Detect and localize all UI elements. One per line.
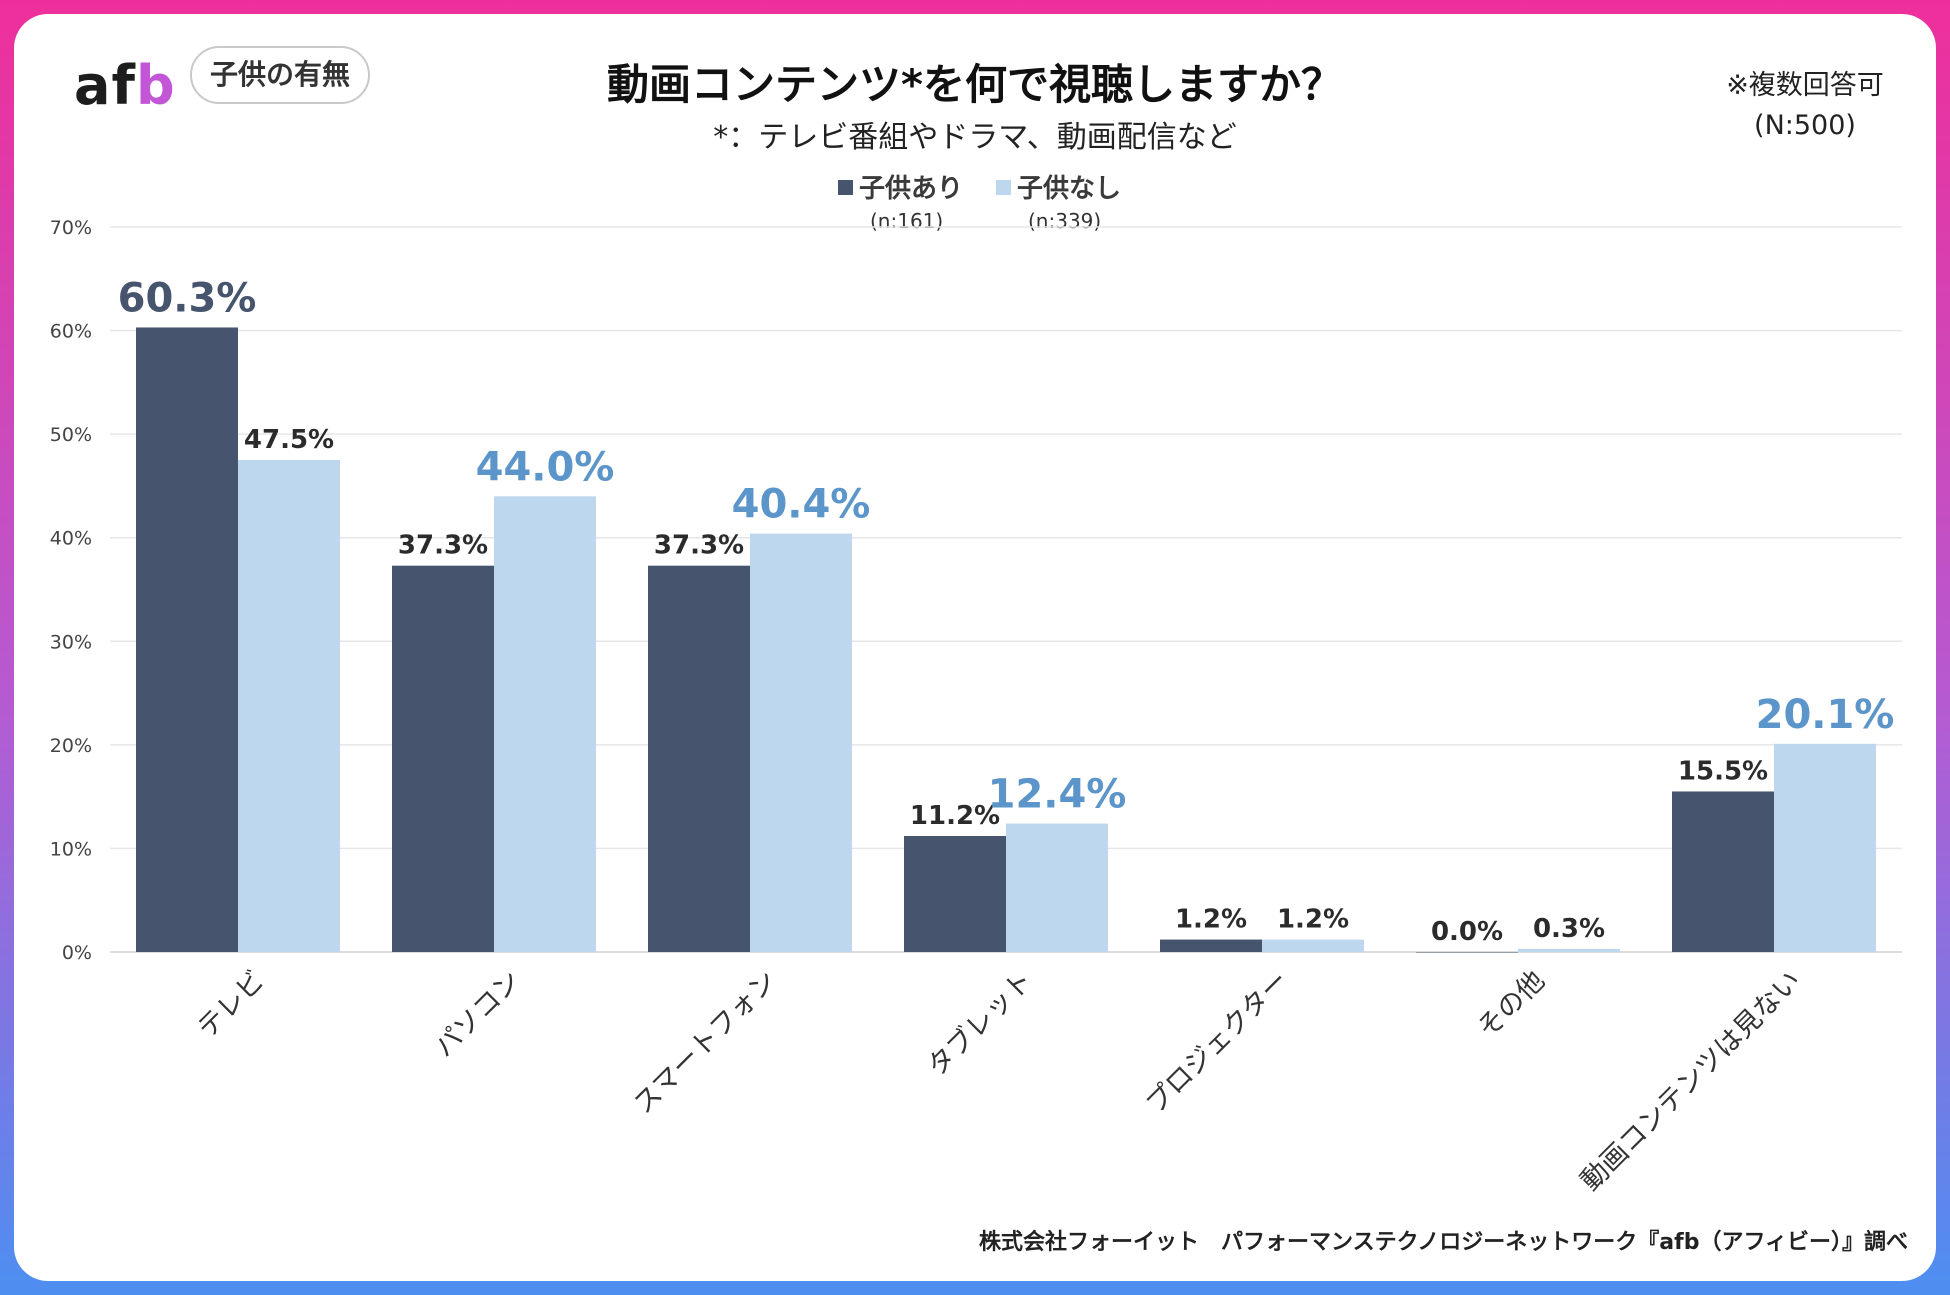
bar: [392, 565, 494, 952]
data-label: 15.5%: [1678, 756, 1768, 786]
x-tick-label: プロジェクター: [1140, 965, 1295, 1120]
multiple-answer-note: ※複数回答可: [1726, 70, 1884, 101]
legend-count: (n:339): [1028, 209, 1102, 233]
bar: [750, 533, 852, 952]
legend-swatch-light: [996, 180, 1011, 195]
bar: [1672, 791, 1774, 952]
legend-item-without-children: 子供なし (n:339): [996, 172, 1156, 236]
category-tag: 子供の有無: [190, 46, 370, 104]
y-tick-label: 50%: [50, 424, 92, 446]
bar: [136, 327, 238, 952]
bar: [494, 496, 596, 952]
bar: [1160, 939, 1262, 952]
data-label: 37.3%: [654, 531, 744, 561]
data-label: 1.2%: [1277, 905, 1349, 935]
x-tick-label: スマートフォン: [628, 965, 783, 1120]
afb-logo: afb: [74, 58, 186, 114]
data-label: 47.5%: [244, 425, 334, 455]
x-tick-label: パソコン: [429, 965, 527, 1063]
x-tick-label: 動画コンテンツは見ない: [1575, 965, 1807, 1197]
y-tick-label: 70%: [50, 217, 92, 239]
legend-swatch-dark: [838, 180, 853, 195]
data-label: 40.4%: [732, 482, 871, 528]
y-tick-label: 10%: [50, 838, 92, 860]
bar: [1006, 823, 1108, 952]
y-tick-label: 60%: [50, 321, 92, 343]
bar: [1262, 939, 1364, 952]
y-tick-label: 0%: [62, 942, 92, 964]
data-label: 44.0%: [476, 444, 615, 490]
bar: [648, 565, 750, 952]
sample-size-note: (N:500): [1754, 110, 1856, 141]
data-label: 0.3%: [1533, 914, 1605, 944]
data-label: 11.2%: [910, 801, 1000, 831]
legend-item-with-children: 子供あり (n:161): [838, 172, 998, 236]
sample-note: ※複数回答可 (N:500): [1700, 66, 1910, 146]
legend-count: (n:161): [870, 209, 944, 233]
y-tick-label: 30%: [50, 631, 92, 653]
source-credit: 株式会社フォーイット パフォーマンステクノロジーネットワーク『afb（アフィビー…: [979, 1230, 1908, 1255]
chart-title: 動画コンテンツ*を何で視聴しますか？: [607, 60, 1343, 109]
data-label: 37.3%: [398, 531, 488, 561]
data-label: 20.1%: [1756, 692, 1895, 738]
bar: [238, 460, 340, 952]
data-label: 12.4%: [988, 772, 1127, 818]
data-label: 1.2%: [1175, 905, 1247, 935]
chart-subtitle: *：テレビ番組やドラマ、動画配信など: [713, 120, 1237, 155]
bar: [1518, 948, 1620, 952]
logo-text-b: b: [135, 54, 176, 117]
legend-label: 子供なし: [1017, 174, 1122, 204]
bar: [904, 836, 1006, 952]
x-tick-label: その他: [1472, 965, 1551, 1044]
legend: 子供あり (n:161) 子供なし (n:339): [838, 172, 1158, 242]
bar: [1774, 743, 1876, 952]
legend-label: 子供あり: [859, 174, 964, 204]
bar: [1416, 952, 1518, 953]
x-tick-label: テレビ: [192, 965, 271, 1044]
data-label: 0.0%: [1431, 917, 1503, 947]
x-tick-label: タブレット: [922, 965, 1039, 1082]
y-tick-label: 20%: [50, 735, 92, 757]
logo-text-af: af: [74, 54, 136, 117]
y-tick-label: 40%: [50, 528, 92, 550]
data-label: 60.3%: [118, 275, 257, 321]
